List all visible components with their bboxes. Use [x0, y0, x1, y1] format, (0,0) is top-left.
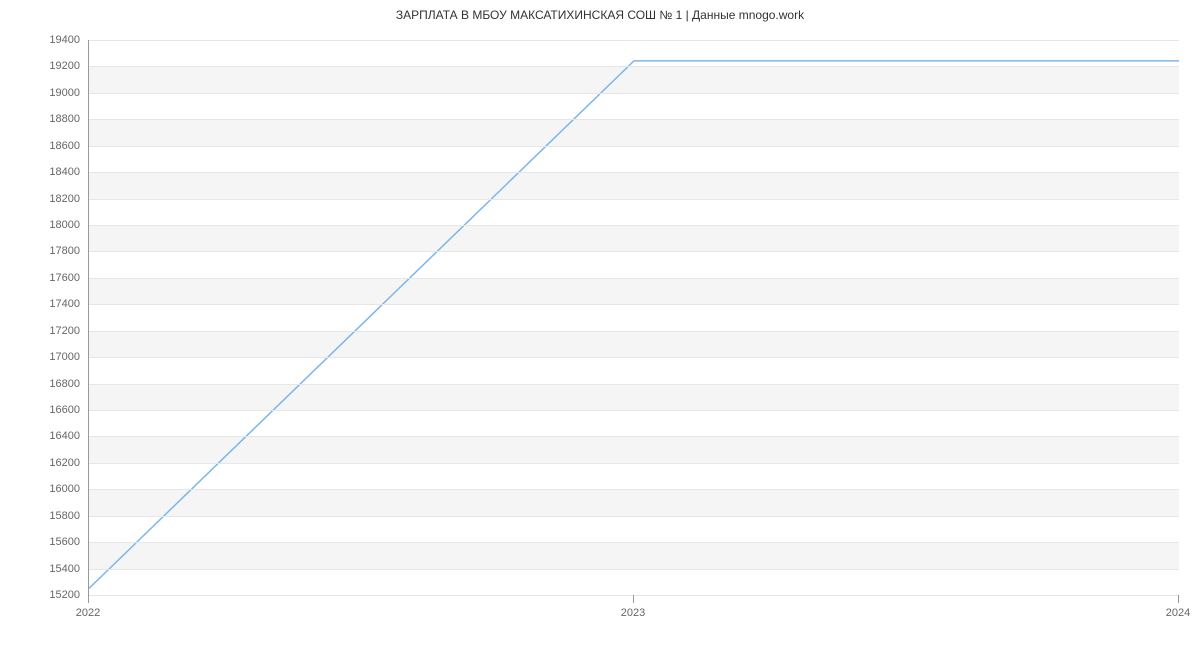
- x-tick-label: 2022: [76, 607, 100, 619]
- x-tick-mark: [633, 595, 634, 603]
- x-tick-mark: [1178, 595, 1179, 603]
- y-tick-label: 18400: [38, 166, 80, 178]
- y-tick-label: 15200: [38, 589, 80, 601]
- y-gridline: [89, 410, 1179, 411]
- chart-title: ЗАРПЛАТА В МБОУ МАКСАТИХИНСКАЯ СОШ № 1 |…: [0, 8, 1200, 22]
- salary-chart: ЗАРПЛАТА В МБОУ МАКСАТИХИНСКАЯ СОШ № 1 |…: [0, 0, 1200, 650]
- y-tick-label: 19000: [38, 87, 80, 99]
- x-tick-label: 2024: [1166, 607, 1190, 619]
- y-gridline: [89, 251, 1179, 252]
- y-tick-label: 17800: [38, 245, 80, 257]
- y-gridline: [89, 146, 1179, 147]
- y-gridline: [89, 199, 1179, 200]
- y-gridline: [89, 384, 1179, 385]
- x-tick-mark: [88, 595, 89, 603]
- series-salary: [89, 61, 1179, 589]
- plot-area: [88, 40, 1179, 596]
- y-gridline: [89, 66, 1179, 67]
- y-tick-label: 15400: [38, 563, 80, 575]
- y-gridline: [89, 489, 1179, 490]
- y-gridline: [89, 357, 1179, 358]
- y-tick-label: 18200: [38, 193, 80, 205]
- y-gridline: [89, 331, 1179, 332]
- y-gridline: [89, 119, 1179, 120]
- y-tick-label: 16800: [38, 378, 80, 390]
- y-gridline: [89, 595, 1179, 596]
- y-tick-label: 16400: [38, 430, 80, 442]
- y-gridline: [89, 93, 1179, 94]
- y-tick-label: 17600: [38, 272, 80, 284]
- y-tick-label: 19400: [38, 34, 80, 46]
- y-tick-label: 15800: [38, 510, 80, 522]
- y-tick-label: 18600: [38, 140, 80, 152]
- y-tick-label: 19200: [38, 60, 80, 72]
- chart-svg: [89, 40, 1179, 595]
- y-gridline: [89, 278, 1179, 279]
- y-gridline: [89, 172, 1179, 173]
- y-tick-label: 18000: [38, 219, 80, 231]
- y-tick-label: 17000: [38, 351, 80, 363]
- y-tick-label: 16000: [38, 483, 80, 495]
- y-tick-label: 15600: [38, 536, 80, 548]
- y-tick-label: 16600: [38, 404, 80, 416]
- y-gridline: [89, 463, 1179, 464]
- y-gridline: [89, 304, 1179, 305]
- y-tick-label: 16200: [38, 457, 80, 469]
- y-tick-label: 18800: [38, 113, 80, 125]
- y-gridline: [89, 436, 1179, 437]
- y-gridline: [89, 542, 1179, 543]
- y-gridline: [89, 225, 1179, 226]
- y-tick-label: 17200: [38, 325, 80, 337]
- x-tick-label: 2023: [621, 607, 645, 619]
- y-gridline: [89, 569, 1179, 570]
- y-tick-label: 17400: [38, 298, 80, 310]
- y-gridline: [89, 516, 1179, 517]
- y-gridline: [89, 40, 1179, 41]
